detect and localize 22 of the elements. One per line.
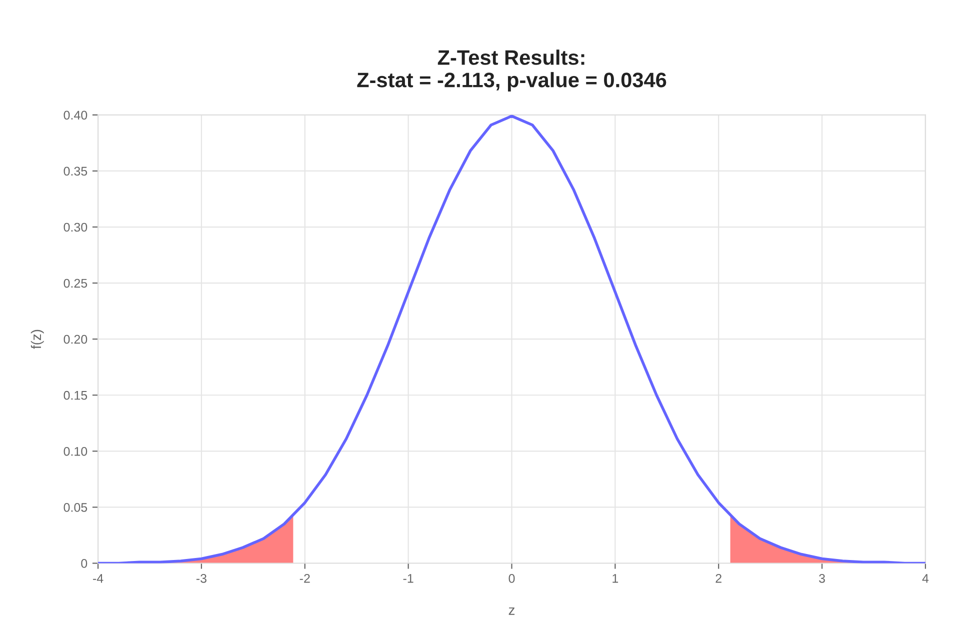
chart-title: Z-Test Results: Z-stat = -2.113, p-value = 0.0346 <box>357 50 666 92</box>
x-tick-label: 0 <box>508 574 515 583</box>
x-tick-label: 4 <box>922 574 929 583</box>
x-tick-label: 3 <box>819 574 825 583</box>
y-tick-label: 0 <box>81 559 88 568</box>
y-tick-label: 0.35 <box>64 166 88 176</box>
x-tick-label: 2 <box>716 574 722 583</box>
y-tick-label: 0.30 <box>64 222 88 232</box>
y-tick-label: 0.40 <box>64 110 88 120</box>
y-tick-label: 0.10 <box>64 446 88 456</box>
x-tick-label: -3 <box>196 574 206 583</box>
y-tick-label: 0.15 <box>64 390 88 400</box>
y-tick-label: 0.25 <box>64 278 88 288</box>
x-tick-label: -1 <box>403 574 414 583</box>
y-tick-label: 0.20 <box>64 334 88 344</box>
x-tick-label: -2 <box>300 574 310 583</box>
x-axis-title: z <box>508 607 515 615</box>
line-series <box>98 114 926 564</box>
y-axis-title: f(z) <box>30 330 44 349</box>
y-tick-label: 0.05 <box>64 503 88 512</box>
x-tick-label: -4 <box>93 574 104 583</box>
x-tick-label: 1 <box>612 574 618 583</box>
